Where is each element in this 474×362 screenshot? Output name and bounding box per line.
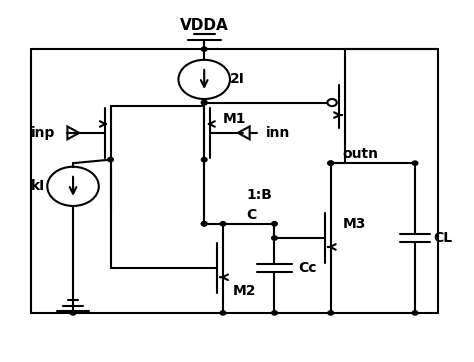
Text: VDDA: VDDA: [180, 18, 228, 33]
Circle shape: [220, 222, 226, 226]
Text: M2: M2: [232, 285, 256, 299]
Text: CL: CL: [434, 231, 453, 245]
Circle shape: [201, 47, 207, 51]
Circle shape: [201, 100, 207, 105]
Circle shape: [272, 222, 277, 226]
Circle shape: [201, 157, 207, 162]
Text: outn: outn: [342, 147, 378, 161]
Text: M3: M3: [342, 217, 366, 231]
Circle shape: [201, 100, 207, 105]
Text: M1: M1: [223, 111, 246, 126]
Circle shape: [201, 222, 207, 226]
Circle shape: [108, 157, 113, 162]
Circle shape: [201, 222, 207, 226]
Circle shape: [220, 311, 226, 315]
Text: inp: inp: [31, 126, 56, 140]
Circle shape: [412, 161, 418, 165]
Text: inn: inn: [266, 126, 291, 140]
Circle shape: [272, 236, 277, 240]
Circle shape: [272, 311, 277, 315]
Text: kI: kI: [31, 179, 45, 193]
Text: C: C: [246, 208, 256, 222]
Circle shape: [328, 161, 334, 165]
Circle shape: [328, 311, 334, 315]
Circle shape: [70, 311, 76, 315]
Text: Cc: Cc: [298, 261, 317, 275]
Text: 2I: 2I: [229, 72, 245, 87]
Text: 1:B: 1:B: [246, 188, 272, 202]
Circle shape: [412, 311, 418, 315]
Circle shape: [328, 161, 334, 165]
